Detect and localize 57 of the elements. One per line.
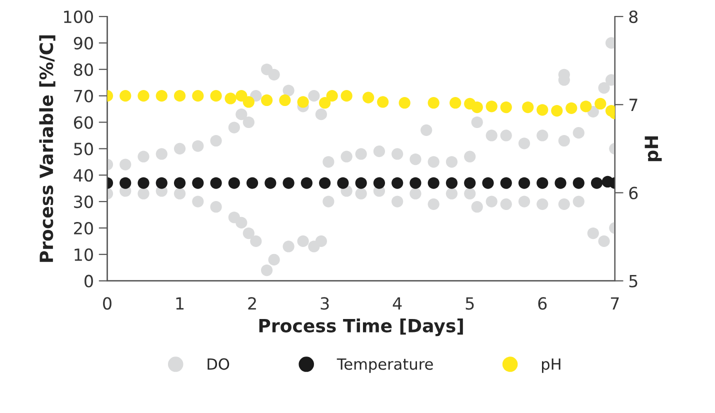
x-tick-label: 1 <box>176 297 184 310</box>
point <box>242 96 254 108</box>
point <box>156 90 168 102</box>
y-tick-label: 100 <box>64 10 93 24</box>
x-tick-label: 4 <box>392 297 402 310</box>
legend-label: DO <box>208 358 230 370</box>
y2-tick-label: 7 <box>629 98 638 111</box>
point <box>500 101 512 114</box>
x-tick-label: 6 <box>538 297 547 310</box>
point <box>522 101 534 114</box>
x-tick-label: 5 <box>466 297 474 310</box>
point <box>594 98 606 110</box>
point <box>192 90 204 102</box>
point <box>362 92 374 104</box>
y-tick-label: 50 <box>74 142 93 156</box>
legend-label: pH <box>542 358 560 373</box>
y2-tick-label: 5 <box>629 275 638 288</box>
y2-tick-label: 6 <box>629 186 638 200</box>
point <box>279 94 291 106</box>
y-tick-label: 20 <box>74 222 93 235</box>
point <box>174 90 186 102</box>
point <box>120 90 132 102</box>
point <box>486 100 498 112</box>
y-axis-title: Process Variable [%/C] <box>39 35 56 262</box>
point <box>340 90 352 102</box>
y-tick-label: 80 <box>74 63 93 76</box>
point <box>398 97 410 109</box>
y-tick-label: 30 <box>74 196 93 208</box>
point <box>138 90 150 102</box>
y2-tick-label: 8 <box>629 10 638 24</box>
y-tick-label: 60 <box>74 116 93 129</box>
point <box>326 90 338 102</box>
point <box>580 100 592 112</box>
y-tick-label: 90 <box>74 36 93 50</box>
y-tick-label: 40 <box>74 169 93 182</box>
point <box>428 97 440 109</box>
point <box>450 97 462 109</box>
point <box>471 101 483 114</box>
point <box>536 104 548 116</box>
y-tick-label: 0 <box>84 274 93 288</box>
legend-label: Temperature <box>336 358 433 373</box>
point <box>260 94 273 106</box>
point <box>551 104 563 117</box>
point <box>210 90 222 102</box>
x-tick-label: 3 <box>320 297 329 310</box>
x-tick-label: 7 <box>610 297 619 310</box>
x-tick-label: 2 <box>248 297 256 310</box>
point <box>297 96 309 108</box>
y-tick-label: 70 <box>74 90 93 102</box>
point <box>377 96 389 108</box>
point <box>319 97 331 109</box>
y2-axis-title: pH <box>644 136 662 162</box>
point <box>224 92 236 104</box>
point <box>566 102 578 114</box>
x-axis-title: Process Time [Days] <box>259 318 463 336</box>
y-tick-label: 10 <box>74 248 93 261</box>
x-tick-label: 0 <box>103 297 112 310</box>
